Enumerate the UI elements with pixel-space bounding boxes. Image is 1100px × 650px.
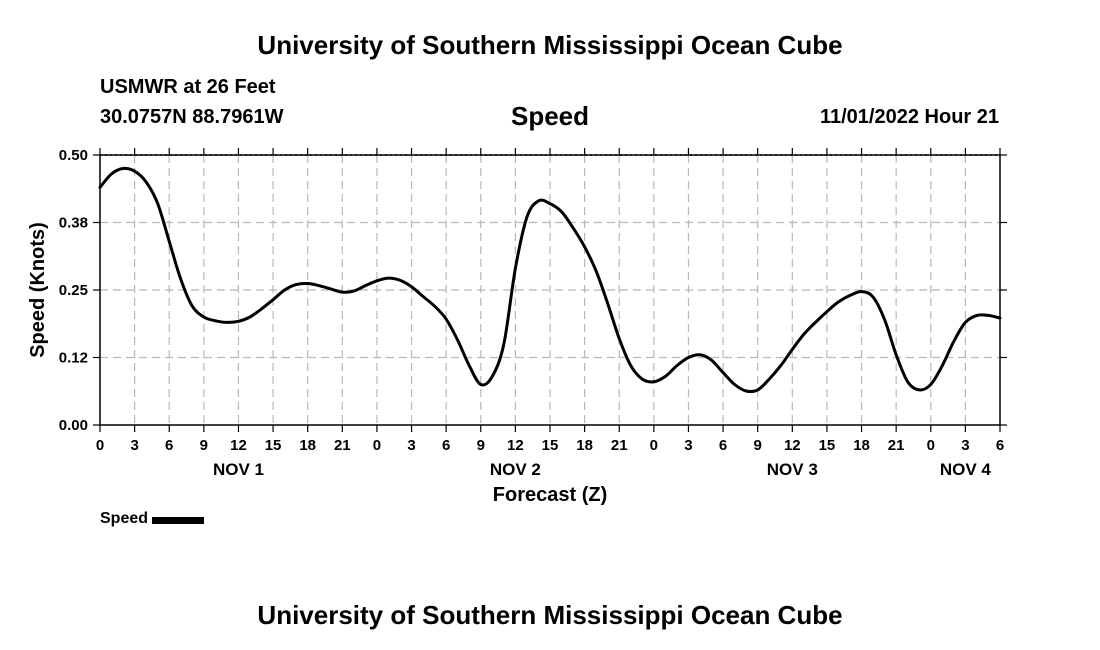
day-label: NOV 1 [213, 460, 264, 479]
x-tick-label: 21 [334, 437, 351, 454]
x-tick-label: 12 [507, 437, 524, 454]
y-tick-label: 0.00 [59, 417, 88, 434]
y-axis-title: Speed (Knots) [27, 222, 49, 358]
grid-lines [100, 154, 1000, 425]
x-tick-label: 9 [477, 437, 485, 454]
day-label: NOV 3 [767, 460, 818, 479]
day-label: NOV 2 [490, 460, 541, 479]
x-tick-label: 12 [230, 437, 247, 454]
series-layer [98, 166, 1002, 394]
legend-label: Speed [100, 510, 149, 527]
x-tick-label: 21 [888, 437, 905, 454]
y-tick-label: 0.12 [59, 350, 88, 367]
x-tick-label: 15 [819, 437, 836, 454]
x-tick-label: 21 [611, 437, 628, 454]
axis-ticks [93, 148, 1007, 432]
x-tick-label: 3 [130, 437, 138, 454]
series-line-speed [98, 166, 1002, 394]
axis-tick-labels: 0 3 6 9 12 15 18 21 0 3 6 9 12 15 18 21 0 3 6 9 12 15 18 21 0 3 6 0… [59, 147, 1004, 479]
footer-title: University of Southern Mississippi Ocean… [257, 600, 843, 630]
y-tick-label: 0.50 [59, 147, 88, 164]
x-tick-label: 3 [407, 437, 415, 454]
x-tick-label: 12 [784, 437, 801, 454]
x-tick-label: 0 [373, 437, 381, 454]
legend: Speed [100, 510, 205, 528]
x-tick-label: 18 [576, 437, 593, 454]
station-coordinates: 30.0757N 88.7961W [100, 106, 284, 128]
x-tick-label: 6 [442, 437, 450, 454]
chart-main-title: University of Southern Mississippi Ocean… [257, 30, 843, 60]
x-tick-label: 3 [961, 437, 969, 454]
x-tick-label: 18 [299, 437, 316, 454]
x-tick-label: 6 [996, 437, 1004, 454]
x-tick-label: 9 [754, 437, 762, 454]
x-tick-label: 18 [853, 437, 870, 454]
x-tick-label: 15 [265, 437, 282, 454]
station-label: USMWR at 26 Feet [100, 76, 276, 98]
y-tick-label: 0.25 [59, 282, 88, 299]
x-tick-label: 15 [542, 437, 559, 454]
x-tick-label: 0 [927, 437, 935, 454]
forecast-datetime: 11/01/2022 Hour 21 [819, 106, 999, 128]
x-tick-label: 6 [165, 437, 173, 454]
day-label: NOV 4 [940, 460, 992, 479]
x-tick-label: 0 [650, 437, 658, 454]
x-tick-label: 0 [96, 437, 104, 454]
x-tick-label: 3 [684, 437, 692, 454]
x-tick-label: 9 [200, 437, 208, 454]
x-tick-label: 6 [719, 437, 727, 454]
variable-title: Speed [510, 101, 590, 131]
legend-line-swatch [152, 516, 205, 524]
y-tick-label: 0.38 [59, 215, 88, 232]
x-axis-title: Forecast (Z) [493, 484, 607, 506]
